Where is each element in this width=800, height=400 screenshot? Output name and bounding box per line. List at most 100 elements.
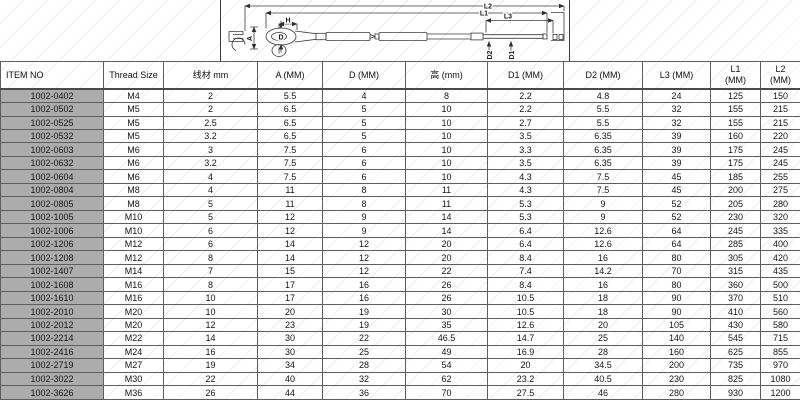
value-cell: 64 (642, 223, 711, 238)
table-row: 1002-0805 M8 5 11 8 11 5.3 9 52 205 280 (0, 196, 800, 211)
value-cell: 30 (257, 344, 323, 360)
table-row: 1002-2416 M24 16 30 25 49 16.9 28 160 625 855 (0, 344, 800, 360)
column-header-6: 高 (mm) (405, 61, 488, 90)
value-cell: 4 (322, 87, 406, 104)
value-cell: 1200 (760, 385, 800, 400)
value-cell: 105 (642, 317, 711, 333)
item-no-cell: 1002-0502 (0, 101, 104, 117)
table-row: 1002-0502 M5 2 6.5 5 10 2.2 5.5 32 155 215 (0, 101, 800, 117)
value-cell: 970 (760, 358, 800, 373)
value-cell: 80 (642, 277, 711, 292)
value-cell: 275 (760, 182, 800, 198)
spec-table: ITEM NO Thread Size 线材 mm A (MM) D (MM) 高 (mm… (0, 61, 800, 400)
value-cell: 2.7 (487, 115, 564, 131)
table-row: 1002-2214 M22 14 30 22 46.5 14.7 25 140 545 715 (0, 331, 800, 346)
value-cell: 8.4 (487, 250, 564, 265)
value-cell: 560 (760, 304, 800, 319)
value-cell: 8 (405, 87, 488, 104)
value-cell: 8.4 (487, 277, 564, 292)
value-cell: 22 (163, 371, 258, 387)
value-cell: 12.6 (563, 223, 643, 238)
value-cell: 930 (710, 385, 761, 400)
value-cell: 6.4 (487, 236, 564, 252)
value-cell: 36 (322, 385, 406, 400)
table-row: 1002-0804 M8 4 11 8 11 4.3 7.5 45 200 275 (0, 182, 800, 198)
column-header-4: A (MM) (257, 61, 323, 90)
item-no-cell: 1002-1006 (0, 223, 104, 238)
value-cell: 10 (163, 304, 258, 319)
value-cell: 10 (405, 169, 488, 184)
value-cell: 3.5 (487, 128, 564, 144)
value-cell: 625 (710, 344, 761, 360)
value-cell: 90 (642, 304, 711, 319)
column-header-8: D2 (MM) (563, 61, 643, 90)
value-cell: 16 (322, 290, 406, 306)
dim-label-l3: L3 (504, 14, 512, 21)
value-cell: 175 (710, 155, 761, 171)
value-cell: 2 (163, 87, 258, 104)
value-cell: 140 (642, 331, 711, 346)
column-header-2: Thread Size (103, 61, 164, 90)
value-cell: 62 (405, 371, 488, 387)
value-cell: 3.3 (487, 142, 564, 157)
value-cell: 6 (163, 223, 258, 238)
value-cell: 14 (405, 223, 488, 238)
header-row: ITEM NO Thread Size 线材 mm A (MM) D (MM) 高 (mm… (0, 61, 800, 90)
column-header-11: L2 (MM) (760, 61, 800, 90)
value-cell: M20 (103, 317, 164, 333)
value-cell: 185 (710, 169, 761, 184)
value-cell: 32 (322, 371, 406, 387)
table-row: 1002-2719 M27 19 34 28 54 20 34.5 200 735 970 (0, 358, 800, 373)
table-row: 1002-0525 M5 2.5 6.5 5 10 2.7 5.5 32 155 215 (0, 115, 800, 131)
dim-l1 (265, 10, 548, 33)
value-cell: 32 (642, 101, 711, 117)
value-cell: 27.5 (487, 385, 564, 400)
table-row: 1002-0532 M5 3.2 6.5 5 10 3.5 6.35 39 160 220 (0, 128, 800, 144)
item-no-cell: 1002-3022 (0, 371, 104, 387)
value-cell: 4.3 (487, 169, 564, 184)
value-cell: M16 (103, 290, 164, 306)
value-cell: 150 (760, 87, 800, 104)
value-cell: 205 (710, 196, 761, 211)
value-cell: 155 (710, 101, 761, 117)
dim-label-h: H (285, 18, 290, 25)
value-cell: 305 (710, 250, 761, 265)
value-cell: 6 (322, 142, 406, 157)
value-cell: 52 (642, 209, 711, 225)
value-cell: 200 (710, 182, 761, 198)
value-cell: 16 (163, 344, 258, 360)
value-cell: 10 (405, 101, 488, 117)
value-cell: 8 (322, 182, 406, 198)
item-no-cell: 1002-0632 (0, 155, 104, 171)
table-row: 1002-2012 M20 12 23 19 35 12.6 20 105 430 580 (0, 317, 800, 333)
value-cell: 230 (710, 209, 761, 225)
value-cell: 220 (760, 128, 800, 144)
value-cell: 245 (760, 142, 800, 157)
value-cell: 18 (563, 304, 643, 319)
value-cell: 280 (760, 196, 800, 211)
value-cell: 3.2 (163, 155, 258, 171)
value-cell: 715 (760, 331, 800, 346)
value-cell: 410 (710, 304, 761, 319)
value-cell: 5 (163, 209, 258, 225)
value-cell: 40 (257, 371, 323, 387)
column-header-1: ITEM NO (0, 61, 104, 90)
value-cell: 15 (257, 263, 323, 279)
table-row: 1002-0632 M6 3.2 7.5 6 10 3.5 6.35 39 175 245 (0, 155, 800, 171)
table-row: 1002-0402 M4 2 5.5 4 8 2.2 4.8 24 125 150 (0, 87, 800, 104)
value-cell: 12.6 (487, 317, 564, 333)
value-cell: 4 (163, 169, 258, 184)
value-cell: 12 (322, 250, 406, 265)
item-no-cell: 1002-0532 (0, 128, 104, 144)
value-cell: 14 (257, 236, 323, 252)
dim-label-d2: D2 (487, 50, 494, 59)
value-cell: 5.5 (257, 87, 323, 104)
dim-label-d1: D1 (509, 50, 516, 59)
value-cell: 8 (163, 277, 258, 292)
value-cell: 35 (405, 317, 488, 333)
value-cell: 245 (710, 223, 761, 238)
value-cell: 8 (163, 250, 258, 265)
value-cell: 3.2 (163, 128, 258, 144)
value-cell: 9 (322, 223, 406, 238)
